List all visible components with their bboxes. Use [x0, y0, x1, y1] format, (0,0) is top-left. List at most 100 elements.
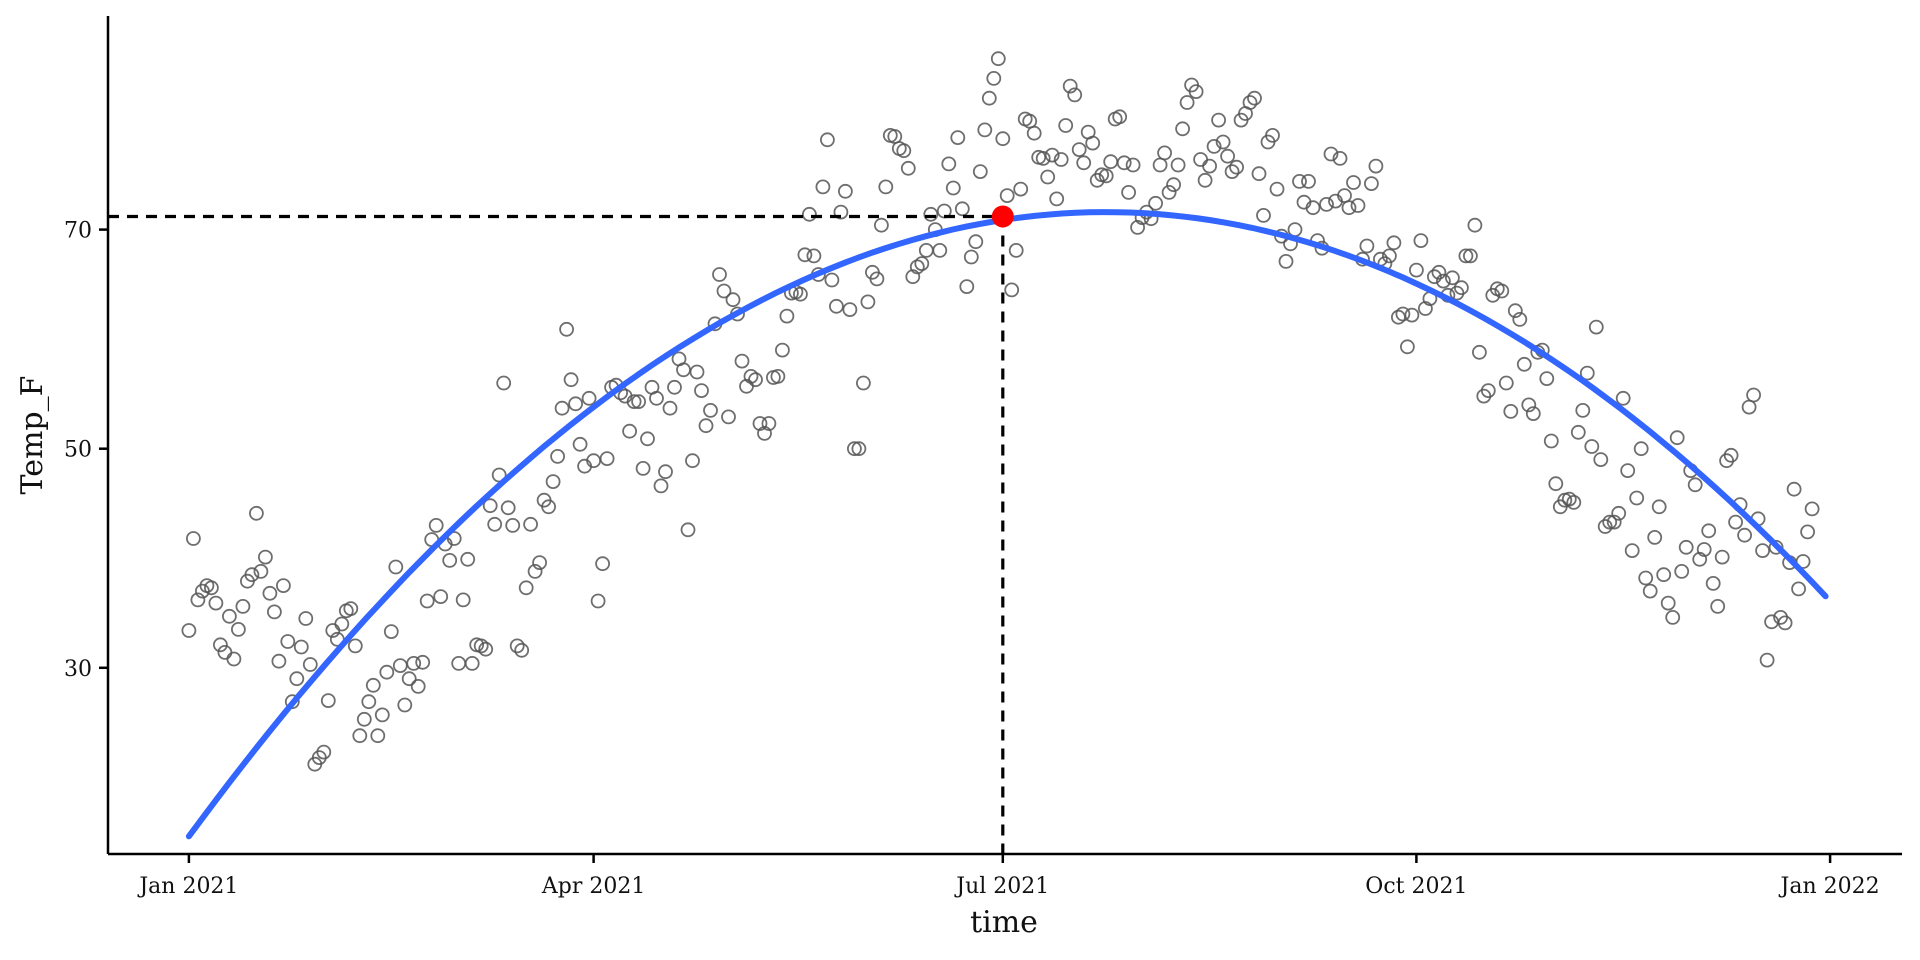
data-point [833, 204, 849, 220]
data-point [1548, 476, 1564, 492]
data-point [1413, 233, 1429, 249]
data-point [914, 256, 930, 272]
data-point [968, 234, 984, 250]
data-point [1737, 527, 1752, 543]
data-point [1179, 95, 1195, 110]
data-point [1053, 152, 1069, 167]
data-point [280, 634, 296, 649]
data-point [1130, 219, 1145, 235]
data-point [334, 616, 350, 632]
data-point [950, 130, 966, 146]
data-point [685, 453, 700, 469]
data-point [1786, 481, 1802, 497]
data-point [253, 564, 269, 579]
y-tick-label: 50 [64, 438, 92, 463]
data-point [874, 217, 889, 233]
data-point [757, 425, 772, 441]
data-point [1755, 543, 1770, 558]
data-point [1364, 176, 1379, 192]
data-point [527, 564, 543, 579]
data-point [1588, 319, 1604, 335]
data-point [1539, 371, 1555, 387]
data-point [716, 283, 732, 299]
data-point [1611, 505, 1627, 521]
data-point [1804, 501, 1820, 517]
data-point [410, 679, 426, 694]
data-point [703, 402, 718, 418]
data-point [1656, 567, 1672, 583]
data-point [1463, 248, 1478, 264]
data-point [698, 418, 714, 434]
data-point [1211, 112, 1226, 128]
data-point [1454, 280, 1469, 296]
data-point [379, 664, 395, 680]
data-point [221, 608, 237, 624]
data-point [775, 342, 790, 358]
data-point [482, 498, 498, 514]
data-point [631, 394, 646, 410]
data-point [1197, 172, 1213, 188]
data-point [208, 595, 224, 611]
data-point [1148, 195, 1163, 211]
data-point [622, 423, 637, 439]
data-point [802, 206, 817, 222]
data-point [963, 249, 979, 265]
data-point [185, 531, 201, 546]
data-point [523, 516, 538, 532]
data-point [1319, 196, 1334, 212]
data-point [1615, 390, 1631, 406]
data-point [1125, 157, 1141, 173]
data-point [212, 637, 228, 653]
data-point [554, 400, 570, 416]
data-point [442, 553, 458, 568]
x-axis-title: time [970, 905, 1038, 940]
data-point [460, 551, 476, 567]
data-point [1292, 173, 1307, 189]
data-point [653, 478, 669, 494]
data-point [1525, 406, 1541, 422]
data-point [1710, 599, 1726, 614]
data-point [1696, 542, 1712, 557]
data-point [878, 179, 894, 195]
data-point [1116, 155, 1132, 171]
data-point [1669, 430, 1685, 446]
data-point [1687, 477, 1703, 493]
data-point [847, 441, 862, 457]
data-point [550, 448, 565, 464]
data-point [1323, 146, 1339, 162]
data-point [1157, 145, 1172, 161]
data-point [1431, 264, 1447, 280]
data-point [1067, 87, 1083, 103]
data-point [1040, 169, 1056, 185]
data-point [945, 180, 961, 196]
data-point [1350, 198, 1366, 213]
data-point [797, 247, 813, 263]
data-point [712, 267, 727, 282]
data-point [568, 396, 583, 412]
data-point [1777, 615, 1793, 631]
data-point [779, 308, 795, 324]
data-point [1400, 339, 1415, 355]
data-point [1620, 463, 1636, 479]
data-point [271, 653, 287, 669]
data-point [1409, 262, 1424, 278]
data-point [856, 375, 871, 391]
data-point [1098, 168, 1114, 184]
data-point [446, 531, 462, 546]
data-point [1395, 306, 1411, 322]
data-point [1013, 181, 1029, 197]
data-point [1044, 147, 1060, 163]
data-point [851, 441, 867, 457]
data-point [302, 657, 318, 672]
x-axis-ticks: Jan 2021 Apr 2021 Jul 2021 Oct 2021 Jan 2022 [137, 854, 1880, 899]
data-point [356, 711, 372, 727]
data-point [981, 90, 997, 106]
data-point [905, 269, 921, 285]
data-point [1705, 576, 1721, 591]
data-point [1170, 157, 1186, 173]
data-point [1638, 570, 1654, 586]
data-point [1166, 177, 1181, 193]
data-point [662, 400, 678, 416]
